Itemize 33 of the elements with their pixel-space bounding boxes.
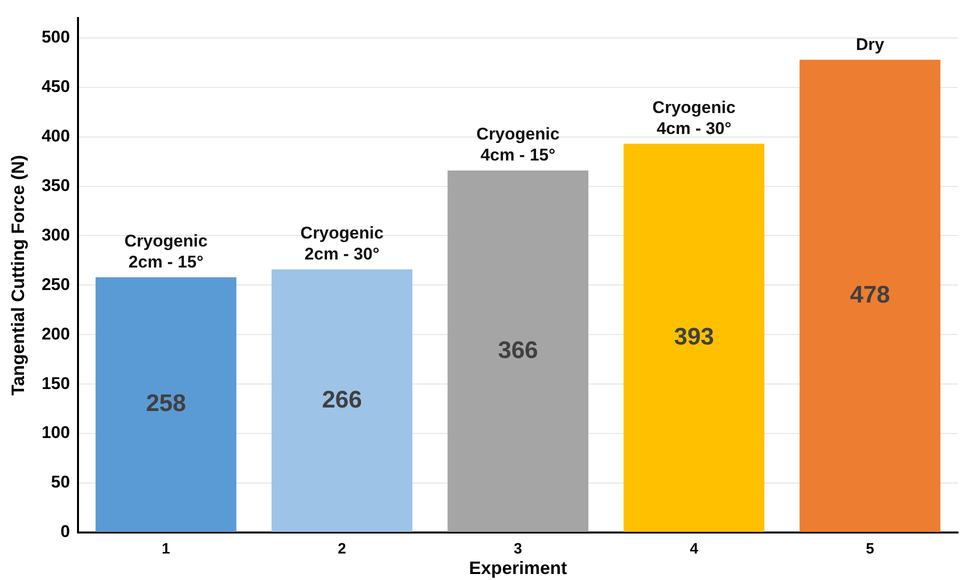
annotation: Cryogenic 2cm - 30°: [300, 224, 384, 264]
bar: [800, 60, 940, 532]
y-tick-label: 250: [42, 274, 70, 294]
y-axis-title: Tangential Cutting Force (N): [8, 154, 28, 396]
data-label: 366: [498, 336, 538, 364]
y-tick-label: 200: [42, 324, 70, 344]
annotation: Dry: [856, 34, 885, 54]
y-tick-label: 450: [42, 77, 70, 96]
bar: [448, 170, 588, 532]
y-tick-label: 300: [42, 225, 70, 244]
bar: [96, 277, 236, 532]
y-tick-label: 350: [42, 176, 70, 195]
x-tick-label: 1: [162, 540, 170, 558]
y-tick-label: 0: [60, 522, 70, 542]
x-tick-label: 5: [866, 540, 874, 558]
annotation: Cryogenic 2cm - 15°: [124, 231, 208, 272]
bar: [272, 269, 412, 532]
data-label: 478: [850, 281, 890, 308]
annotation: Cryogenic 4cm - 30°: [652, 98, 736, 138]
y-tick-label: 150: [42, 374, 70, 393]
y-tick-label: 500: [42, 28, 70, 47]
bar: [624, 144, 764, 532]
y-tick-label: 100: [42, 423, 70, 442]
x-tick-label: 3: [514, 540, 522, 558]
data-label: 258: [146, 390, 186, 418]
x-tick-label: 4: [690, 540, 699, 558]
y-tick-label: 50: [51, 472, 70, 492]
annotation: Cryogenic 4cm - 15°: [476, 124, 560, 165]
y-tick-label: 400: [42, 126, 70, 146]
x-axis-title: Experiment: [468, 558, 568, 578]
x-tick-label: 2: [338, 540, 346, 558]
data-label: 266: [322, 386, 362, 414]
data-label: 393: [674, 323, 714, 350]
